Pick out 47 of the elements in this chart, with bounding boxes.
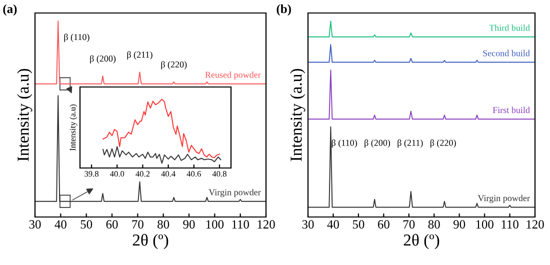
x-tick-label: 90	[453, 220, 466, 229]
annotation: β (110)	[332, 139, 357, 148]
x-tick-label: 120	[258, 220, 275, 229]
x-tick-label: 70	[132, 220, 144, 229]
chart-title: (b)	[276, 4, 291, 16]
annotation: β (200)	[364, 139, 390, 148]
x-tick-label: 80	[428, 220, 440, 229]
x-tick-label: 50	[80, 220, 92, 229]
x-tick-label: 40.0	[110, 171, 124, 177]
x-tick-label: 80	[158, 220, 170, 229]
y-axis-title: Intensity (a.u)	[290, 68, 306, 162]
series-label: Second build	[483, 50, 530, 56]
x-tick-label: 120	[526, 220, 544, 229]
annotation: β (220)	[430, 139, 456, 148]
x-axis-title: 2θ (º)	[132, 234, 168, 250]
x-tick-label: 100	[206, 220, 224, 229]
annotation: β (110)	[64, 34, 90, 42]
x-tick-label: 30	[302, 220, 314, 229]
series-label: Third build	[489, 24, 530, 31]
series-label: First build	[492, 106, 530, 114]
series-label: Virgin powder	[478, 194, 530, 204]
x-tick-label: 40.2	[136, 171, 150, 177]
x-tick-label: 30	[29, 220, 41, 229]
x-tick-label: 90	[183, 220, 195, 229]
series-label: Virgin powder	[208, 188, 261, 198]
annotation: β (211)	[127, 51, 152, 60]
x-tick-label: 110	[502, 220, 518, 229]
annotation: β (200)	[90, 55, 116, 64]
annotation: β (220)	[161, 61, 187, 70]
x-tick-label: 110	[232, 220, 249, 229]
x-tick-label: 40.4	[161, 171, 176, 177]
series-label: Reused powder	[205, 71, 261, 80]
x-tick-label: 40	[54, 220, 66, 229]
x-tick-label: 40.6	[186, 171, 201, 177]
x-tick-label: 40.8	[212, 171, 226, 177]
x-tick-label: 60	[106, 220, 118, 229]
x-tick-label: 50	[352, 220, 364, 229]
x-axis-title: 2θ (º)	[404, 234, 440, 250]
y-axis-title: Intensity (a.u)	[17, 68, 32, 162]
x-tick-label: 100	[476, 220, 494, 229]
annotation: β (211)	[398, 139, 423, 148]
x-tick-label: 60	[378, 220, 390, 229]
x-tick-label: 40	[327, 220, 339, 229]
y-axis-title: Intensity (a.u)	[70, 104, 78, 151]
x-tick-label: 39.8	[84, 171, 98, 177]
chart-title: (a)	[3, 4, 17, 16]
x-tick-label: 70	[403, 220, 415, 229]
